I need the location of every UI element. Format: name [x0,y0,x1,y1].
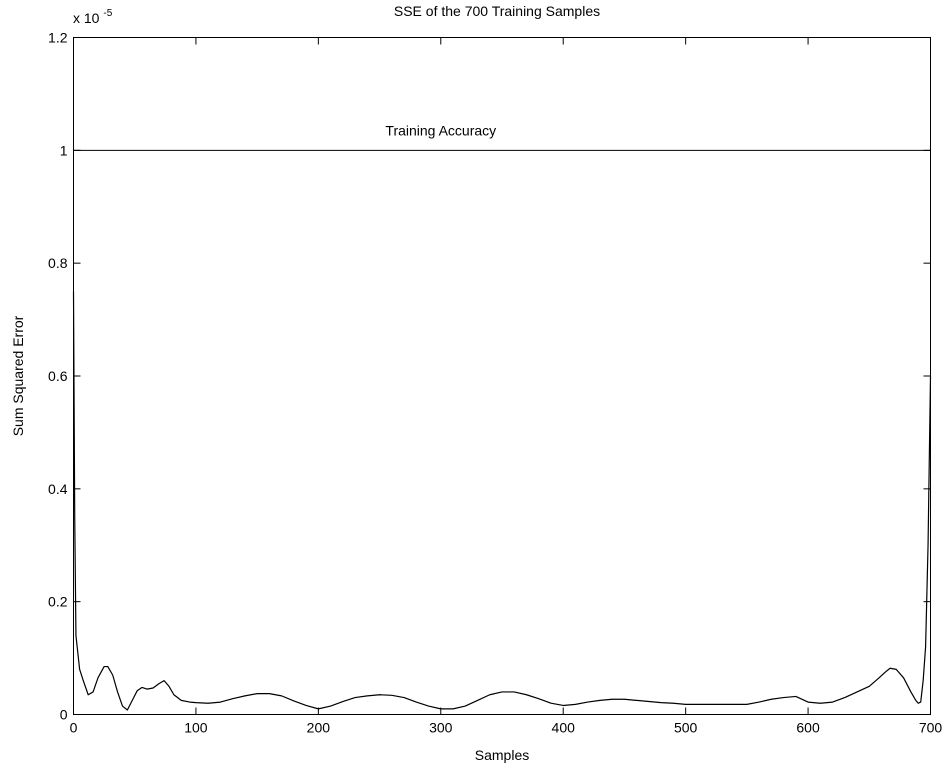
y-tick-label: 0 [60,707,68,723]
y-axis-label: Sum Squared Error [10,315,26,436]
x-tick-label: 0 [70,720,78,736]
chart-title: SSE of the 700 Training Samples [394,3,600,19]
y-tick-label: 0.4 [48,481,68,497]
y-scale-factor: x 10 -5 [73,8,113,26]
y-scale-base: x 10 [73,10,100,26]
y-axis-ticks: 0 0.2 0.4 0.6 0.8 1 1.2 [48,30,931,723]
sse-series-line [72,291,932,711]
y-tick-label: 0.8 [48,255,68,271]
x-tick-label: 600 [796,720,820,736]
x-tick-label: 300 [429,720,453,736]
x-tick-label: 100 [184,720,208,736]
x-tick-label: 200 [307,720,331,736]
x-axis-label: Samples [475,747,529,763]
y-tick-label: 1.2 [48,30,68,46]
x-tick-label: 400 [552,720,576,736]
training-accuracy-label: Training Accuracy [385,122,496,138]
y-tick-label: 0.2 [48,594,68,610]
y-tick-label: 1 [60,142,68,158]
plot-area-frame [73,37,931,715]
x-tick-label: 500 [674,720,698,736]
x-tick-label: 700 [919,720,943,736]
x-axis-ticks: 0 100 200 300 400 500 600 700 [70,37,943,736]
y-scale-exponent: -5 [103,8,112,19]
y-tick-label: 0.6 [48,368,68,384]
